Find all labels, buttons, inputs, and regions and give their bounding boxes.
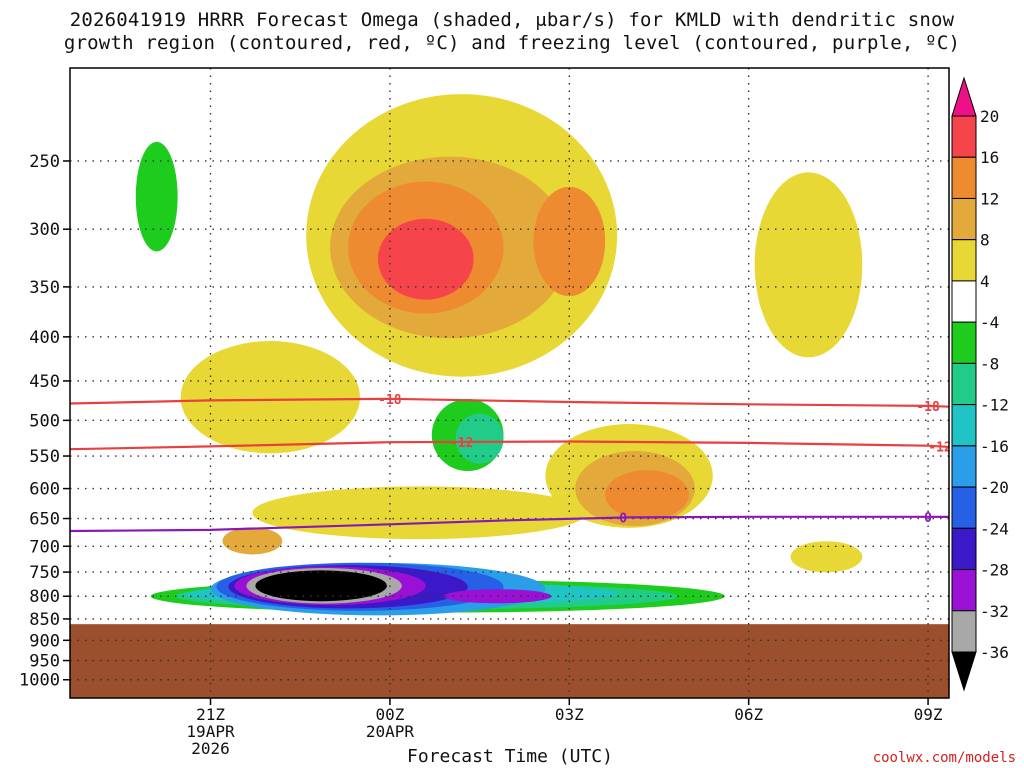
colorbar-swatch-8 <box>951 404 977 447</box>
colorbar-label-7: -12 <box>980 396 1009 415</box>
y-axis: 2503003504004505005506006507007508008509… <box>19 152 70 691</box>
omega-region-4-2 <box>252 486 588 540</box>
colorbar-label-6: -8 <box>980 354 999 373</box>
y-tick-label-450: 450 <box>29 372 60 392</box>
colorbar-swatch-12 <box>951 569 977 612</box>
omega-region-m4-2 <box>135 141 178 252</box>
dgz-minus12-label-0: -12 <box>450 436 473 451</box>
dgz-minus18-label-0: -18 <box>378 393 402 408</box>
colorbar-swatch-13 <box>951 610 977 653</box>
omega-region-8-2 <box>222 527 283 555</box>
plot-frame <box>69 67 950 699</box>
colorbar-label-9: -20 <box>980 478 1009 497</box>
x-tick-label-00z: 00Z <box>375 705 404 724</box>
plot-area: -18 -18 -12 -12 0 0 <box>69 67 951 699</box>
colorbar-swatch-4 <box>951 239 977 282</box>
terrain-fill <box>70 624 949 698</box>
colorbar-label-12: -32 <box>980 602 1009 621</box>
omega-region-16-0 <box>377 218 474 300</box>
omega-region-m8-1 <box>455 413 504 464</box>
chart-title-line1: 2026041919 HRRR Forecast Omega (shaded, … <box>69 9 955 31</box>
colorbar: 20 16 12 8 4 -4 -8 -12 -16 -20 -24 -28 -32 -36 <box>951 76 1009 692</box>
y-tick-label-1000: 1000 <box>19 671 60 691</box>
freezing-level-label-0: 0 <box>619 512 627 527</box>
y-tick-label-250: 250 <box>29 152 60 172</box>
y-tick-label-900: 900 <box>29 631 60 651</box>
y-tick-label-950: 950 <box>29 652 60 672</box>
colorbar-swatch-1 <box>951 115 977 158</box>
x-axis: 21Z19APR202600Z20APR03Z06Z09Z12Z <box>186 698 943 758</box>
colorbar-label-11: -28 <box>980 561 1009 580</box>
colorbar-label-2: 12 <box>980 189 999 208</box>
dgz-minus18-line <box>70 397 949 408</box>
y-tick-label-300: 300 <box>29 220 60 240</box>
colorbar-label-13: -36 <box>980 643 1009 662</box>
colorbar-swatch-5 <box>951 280 977 323</box>
x-tick-label-21z: 21Z <box>196 705 225 724</box>
omega-region-4-8 <box>790 541 863 573</box>
colorbar-swatch-10 <box>951 486 977 529</box>
colorbar-swatch-7 <box>951 362 977 406</box>
colorbar-label-1: 16 <box>980 148 999 167</box>
credit-text: coolwx.com/models <box>873 750 1016 766</box>
x-tick-sublabel-00z: 20APR <box>366 722 415 741</box>
colorbar-min-triangle <box>951 651 977 692</box>
y-tick-label-400: 400 <box>29 328 60 348</box>
y-tick-label-850: 850 <box>29 610 60 630</box>
chart-title-line2: growth region (contoured, red, ºC) and f… <box>63 32 961 54</box>
x-tick-year-21z: 2026 <box>191 739 230 758</box>
omega-region-4-1 <box>180 341 361 454</box>
colorbar-label-0: 20 <box>980 107 999 126</box>
dgz-minus12-line <box>70 440 949 451</box>
y-tick-label-750: 750 <box>29 563 60 583</box>
colorbar-label-5: -4 <box>980 313 999 332</box>
x-tick-label-09z: 09Z <box>914 705 943 724</box>
x-axis-label: Forecast Time (UTC) <box>407 746 613 767</box>
x-tick-label-03z: 03Z <box>555 705 584 724</box>
omega-region-12-2 <box>605 470 689 520</box>
colorbar-swatch-6 <box>951 321 977 364</box>
y-tick-label-350: 350 <box>29 278 60 298</box>
dgz-minus12-label-1: -12 <box>928 440 951 455</box>
y-tick-label-550: 550 <box>29 447 60 467</box>
colorbar-swatch-9 <box>951 445 977 488</box>
freezing-level-line <box>70 515 949 533</box>
x-tick-label-06z: 06Z <box>734 705 763 724</box>
y-tick-label-800: 800 <box>29 587 60 607</box>
freezing-level-label-1: 0 <box>924 511 932 526</box>
omega-region-m36-0 <box>255 570 387 602</box>
y-tick-label-700: 700 <box>29 537 60 557</box>
colorbar-swatch-3 <box>951 197 977 241</box>
dgz-minus18-label-1: -18 <box>916 400 940 415</box>
colorbar-label-10: -24 <box>980 519 1009 538</box>
colorbar-max-triangle <box>951 76 977 117</box>
colorbar-swatch-2 <box>951 156 977 199</box>
y-tick-label-500: 500 <box>29 411 60 431</box>
y-tick-label-650: 650 <box>29 510 60 530</box>
colorbar-label-3: 8 <box>980 231 990 250</box>
colorbar-label-8: -16 <box>980 437 1009 456</box>
colorbar-swatch-11 <box>951 527 977 571</box>
colorbar-label-4: 4 <box>980 272 990 291</box>
x-tick-sublabel-21z: 19APR <box>186 722 235 741</box>
omega-region-4-4 <box>754 172 863 358</box>
y-tick-label-600: 600 <box>29 480 60 500</box>
